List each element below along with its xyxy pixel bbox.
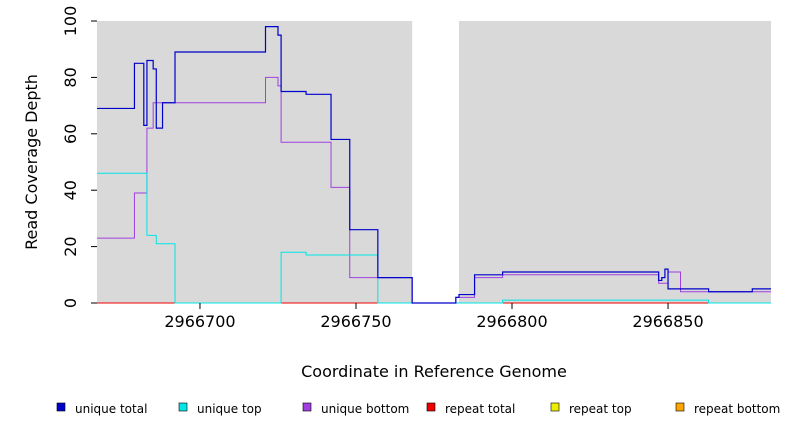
x-axis-title: Coordinate in Reference Genome [301,362,567,381]
legend-item-repeat-total: repeat total [426,402,515,416]
shaded-region-1 [97,21,413,303]
legend-label: unique top [197,402,262,416]
legend-item-repeat-top: repeat top [550,402,632,416]
series-unique-top-line [97,172,771,304]
y-tick-label: 40 [61,180,80,200]
legend: unique total unique top unique bottom repea… [56,402,780,416]
legend-item-unique-bottom: unique bottom [302,402,409,416]
legend-label: repeat top [569,402,632,416]
x-tick-label: 2966800 [476,312,547,331]
legend-item-repeat-bottom: repeat bottom [675,402,780,416]
series-lines [97,26,771,304]
legend-label: repeat bottom [694,402,780,416]
legend-swatch [550,402,560,412]
legend-item-unique-total: unique total [56,402,147,416]
legend-swatch [302,402,312,412]
y-tick-label: 100 [61,6,80,37]
shaded-region-2 [458,21,771,303]
y-axis-title: Read Coverage Depth [22,74,41,250]
legend-swatch [56,402,66,412]
axes: 2966700 2966750 2966800 2966850 0 20 40 60 80 100 [61,6,704,331]
legend-swatch [178,402,188,412]
legend-swatch [675,402,685,412]
x-tick-label: 2966750 [320,312,391,331]
y-tick-label: 80 [61,67,80,87]
series-unique-bottom-line [97,76,771,304]
legend-swatch [426,402,436,412]
legend-label: unique total [75,402,147,416]
legend-item-unique-top: unique top [178,402,262,416]
y-tick-label: 20 [61,236,80,256]
y-tick-label: 60 [61,124,80,144]
series-unique-total-line [97,26,771,304]
legend-label: repeat total [445,402,515,416]
plot-background [97,21,771,303]
x-tick-label: 2966850 [632,312,703,331]
y-tick-label: 0 [61,298,80,308]
x-tick-label: 2966700 [164,312,235,331]
legend-label: unique bottom [321,402,409,416]
